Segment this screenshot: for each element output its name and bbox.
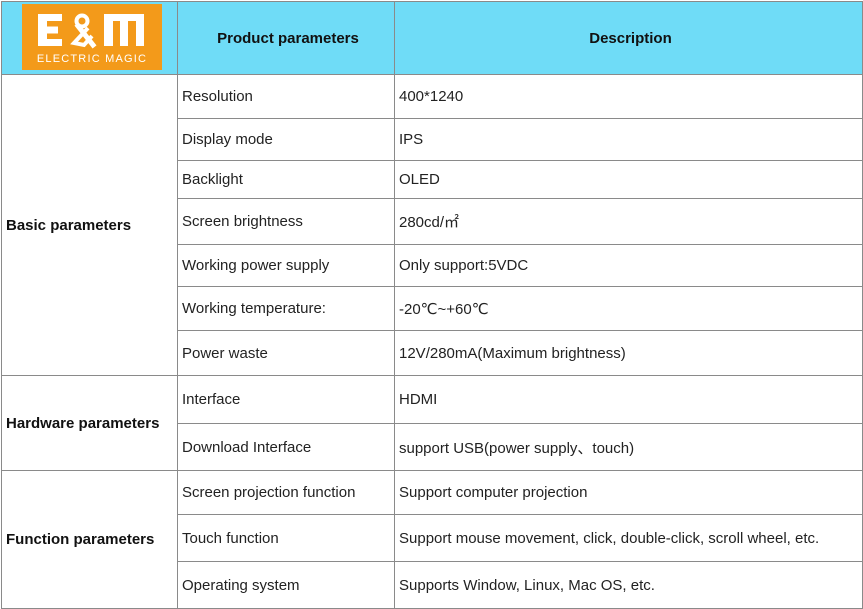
desc-cell: -20℃~+60℃: [394, 286, 863, 331]
group-label-function-parameters: Function parameters: [1, 470, 178, 609]
column-header-description: Description: [394, 1, 863, 75]
desc-cell: OLED: [394, 160, 863, 199]
brand-logo-cell: ELECTRIC MAGIC: [1, 1, 178, 75]
desc-cell: Supports Window, Linux, Mac OS, etc.: [394, 561, 863, 609]
table-row: Power waste 12V/280mA(Maximum brightness…: [2, 330, 863, 376]
table-row: Working power supply Only support:5VDC: [2, 244, 863, 287]
param-cell: Screen brightness: [177, 198, 395, 245]
param-cell: Backlight: [177, 160, 395, 199]
desc-cell: 400*1240: [394, 74, 863, 119]
table-header-row: ELECTRIC MAGIC Product parameters Descri…: [1, 1, 863, 75]
table-row: Touch function Support mouse movement, c…: [2, 514, 863, 562]
column-header-product-parameters: Product parameters: [177, 1, 395, 75]
param-cell: Interface: [177, 375, 395, 424]
param-cell: Display mode: [177, 118, 395, 161]
table-row: Function parameters Screen projection fu…: [1, 470, 863, 609]
desc-cell: 280cd/㎡: [394, 198, 863, 245]
table-row: Screen brightness 280cd/㎡: [2, 198, 863, 245]
desc-cell: support USB(power supply、touch): [394, 423, 863, 471]
table-row: Display mode IPS: [2, 118, 863, 161]
table-row: Download Interface support USB(power sup…: [2, 423, 863, 471]
svg-text:ELECTRIC MAGIC: ELECTRIC MAGIC: [36, 53, 146, 65]
desc-cell: 12V/280mA(Maximum brightness): [394, 330, 863, 376]
table-row: Backlight OLED: [2, 160, 863, 199]
group-label-basic-parameters: Basic parameters: [1, 74, 178, 376]
table-row: Basic parameters Resolution 400*1240: [1, 74, 863, 376]
param-cell: Download Interface: [177, 423, 395, 471]
desc-cell: HDMI: [394, 375, 863, 424]
table-row: Hardware parameters Interface HDMI: [1, 375, 863, 471]
param-cell: Resolution: [177, 74, 395, 119]
table-row: Working temperature: -20℃~+60℃: [2, 286, 863, 331]
desc-cell: Support mouse movement, click, double-cl…: [394, 514, 863, 562]
param-cell: Working power supply: [177, 244, 395, 287]
param-cell: Power waste: [177, 330, 395, 376]
param-cell: Touch function: [177, 514, 395, 562]
desc-cell: Only support:5VDC: [394, 244, 863, 287]
group-label-hardware-parameters: Hardware parameters: [1, 375, 178, 471]
desc-cell: IPS: [394, 118, 863, 161]
electric-magic-logo: ELECTRIC MAGIC: [21, 4, 162, 70]
e-and-m-logo-icon: ELECTRIC MAGIC: [36, 13, 146, 65]
desc-cell: Support computer projection: [394, 470, 863, 515]
param-cell: Working temperature:: [177, 286, 395, 331]
param-cell: Operating system: [177, 561, 395, 609]
param-cell: Screen projection function: [177, 470, 395, 515]
